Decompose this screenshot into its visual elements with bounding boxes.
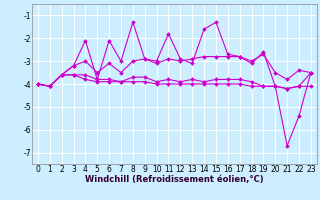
X-axis label: Windchill (Refroidissement éolien,°C): Windchill (Refroidissement éolien,°C)	[85, 175, 264, 184]
